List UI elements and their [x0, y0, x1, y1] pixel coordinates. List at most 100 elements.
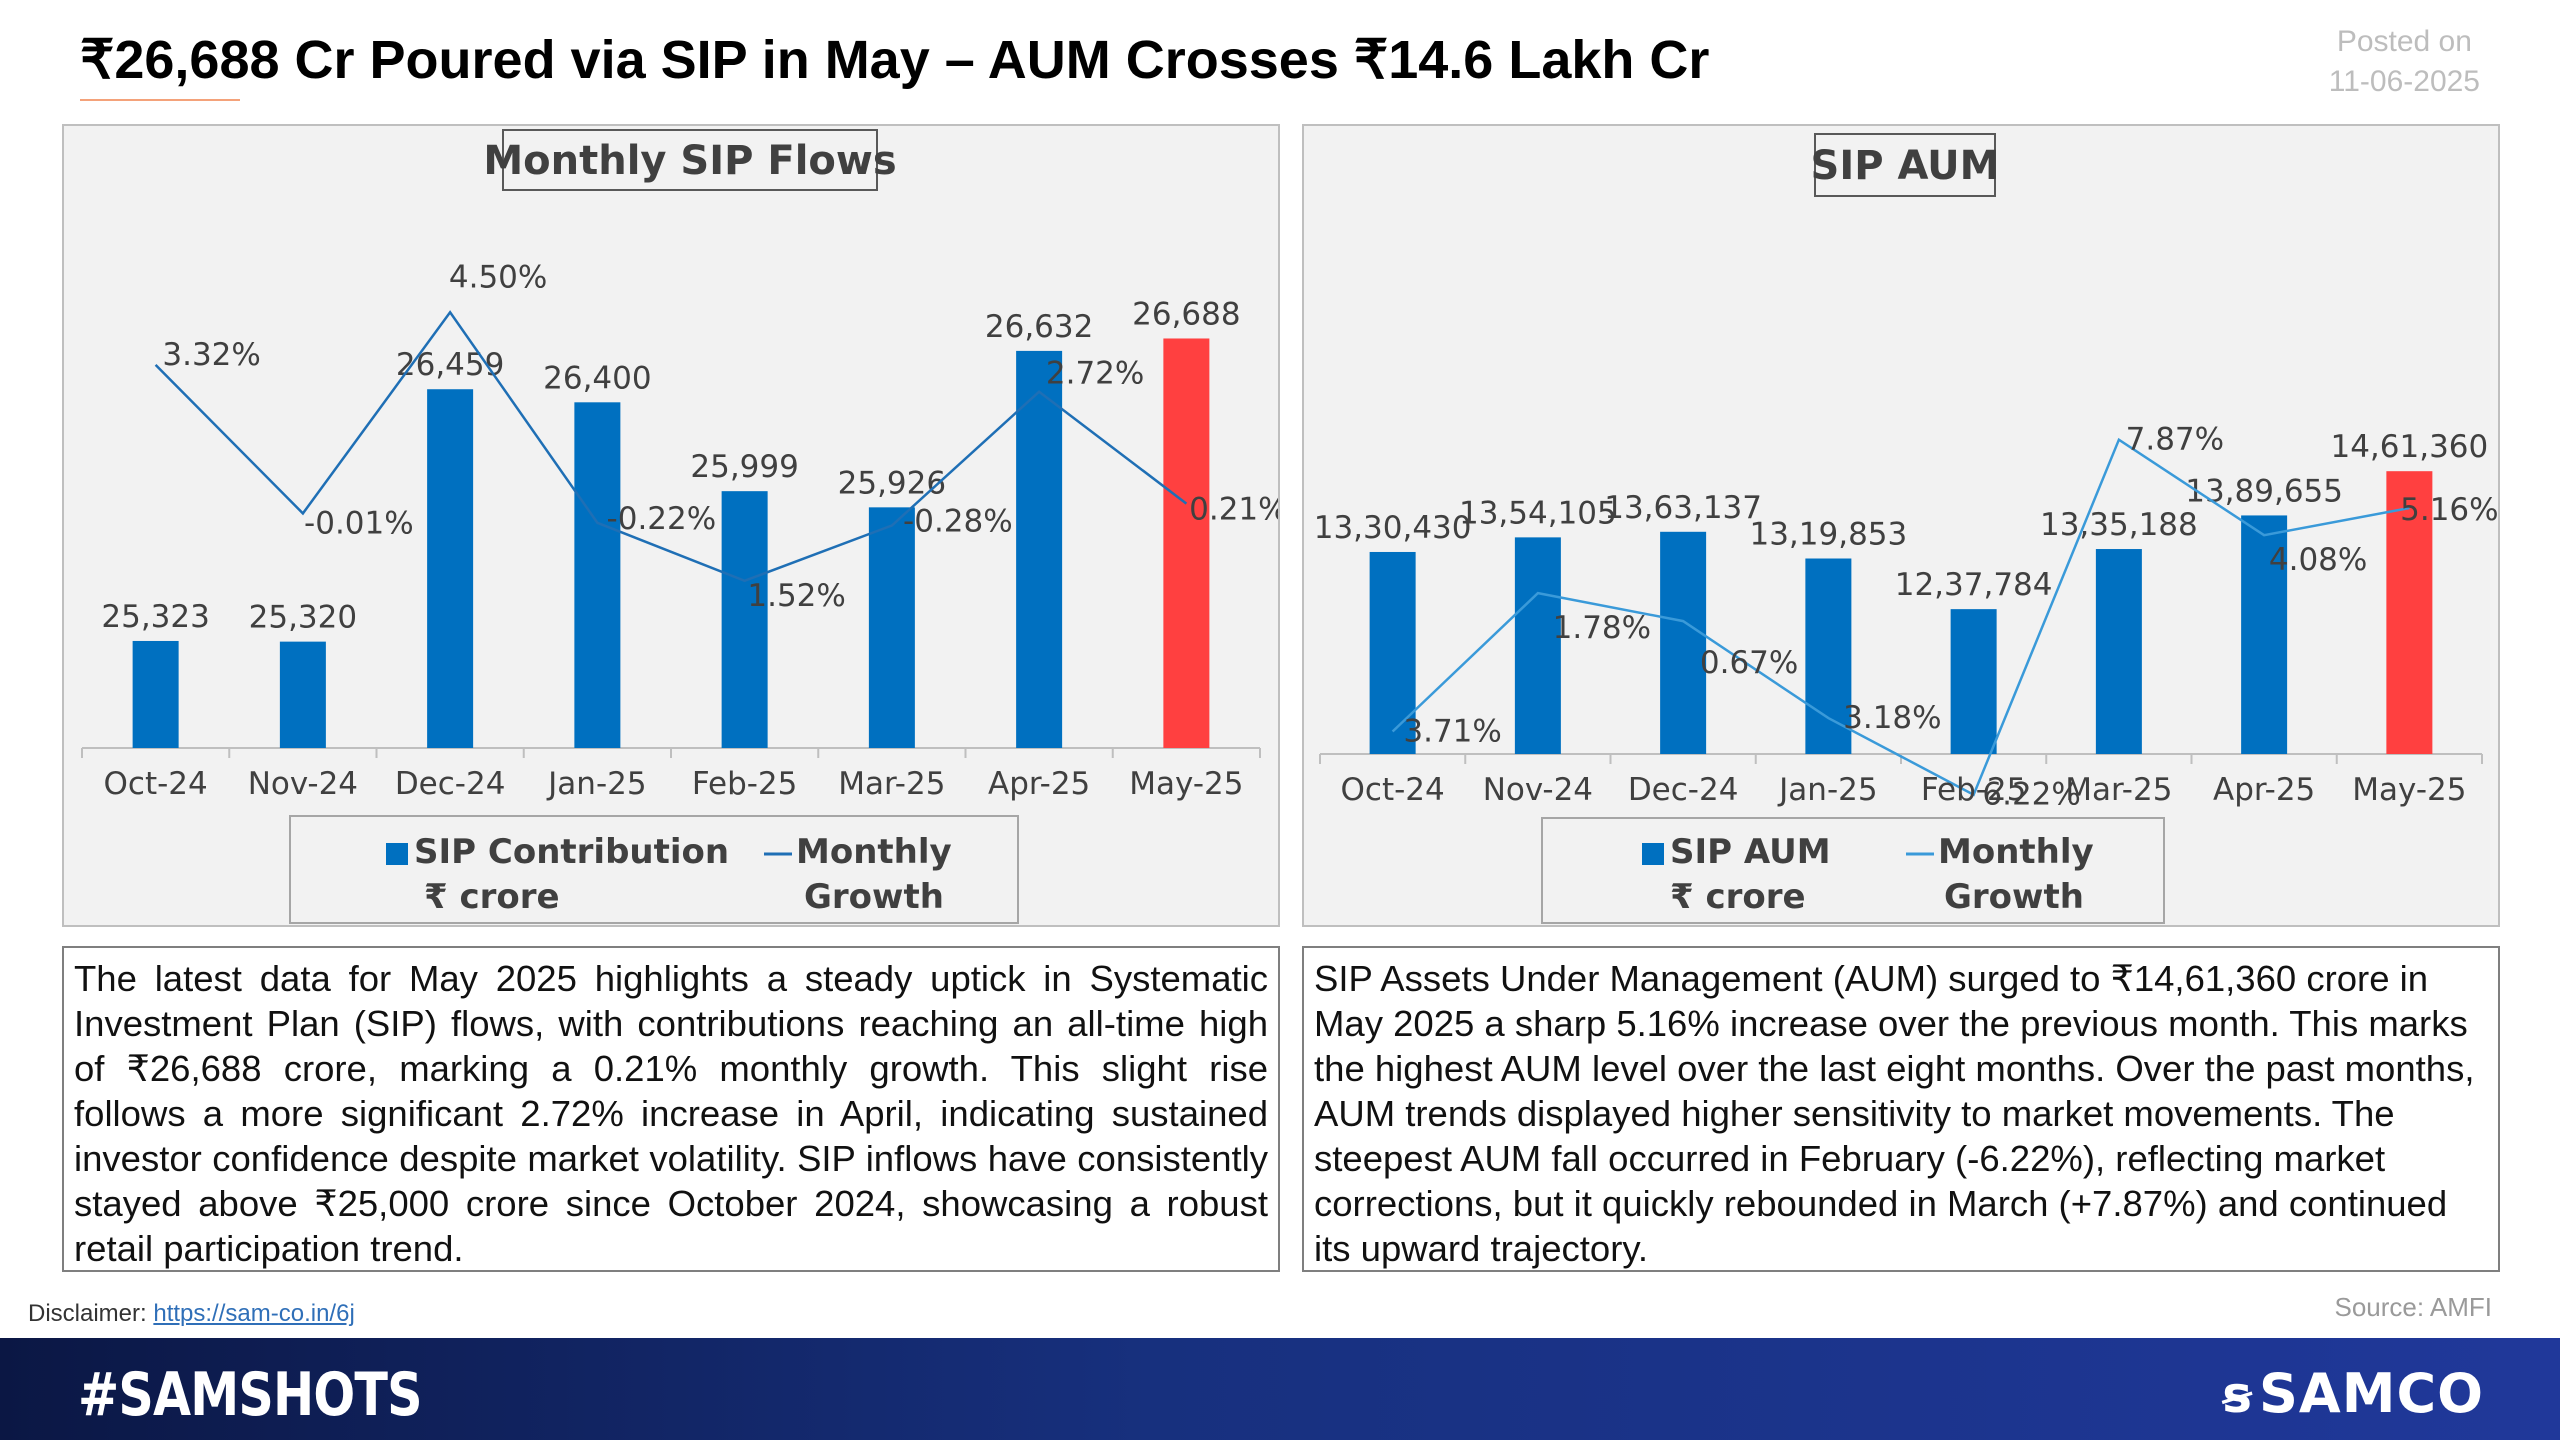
bar-data-label: 25,323 [101, 599, 209, 635]
legend-bar-label: SIP AUM [1670, 832, 1831, 872]
bar-jan-25 [1805, 558, 1852, 754]
x-tick-label: May-25 [1129, 766, 1243, 802]
legend-line-label-2: Growth [804, 877, 944, 917]
monthly-growth-line [154, 310, 1188, 583]
x-tick-label: Dec-24 [1628, 772, 1739, 808]
growth-data-label: 0.67% [1700, 645, 1798, 681]
bar-jan-25 [574, 402, 621, 748]
legend-line-label: Monthly [796, 832, 952, 872]
growth-data-label: 2.72% [1046, 356, 1144, 392]
growth-data-label: 1.52% [747, 578, 845, 614]
monthly-growth-line [1391, 437, 2410, 797]
bar-may-25 [2386, 471, 2433, 754]
growth-data-label: 4.50% [449, 259, 547, 295]
x-tick-label: Oct-24 [104, 766, 208, 802]
bar-nov-24 [1514, 537, 1561, 754]
samco-logo-icon: ꞩ [2222, 1366, 2254, 1424]
growth-data-label: 6.22% [1982, 777, 2080, 813]
footer-bar: #SAMSHOTS ꞩ SAMCO [0, 1338, 2560, 1440]
growth-data-label: 3.71% [1403, 713, 1501, 749]
samshots-hashtag: #SAMSHOTS [78, 1360, 423, 1430]
bar-dec-24 [1660, 531, 1707, 754]
bar-data-label: 26,632 [985, 309, 1093, 345]
bar-data-label: 14,61,360 [2330, 429, 2488, 465]
growth-data-label: 3.32% [162, 337, 260, 373]
posted-label: Posted on [2336, 25, 2472, 58]
source-note: Source: AMFI [2334, 1292, 2493, 1322]
x-tick-label: Oct-24 [1341, 772, 1445, 808]
bar-oct-24 [132, 640, 179, 748]
bar-data-label: 25,999 [690, 449, 798, 485]
bar-data-label: 13,54,105 [1459, 495, 1617, 531]
disclaimer: Disclaimer: https://sam-co.in/6j [28, 1300, 355, 1328]
chart-legend [1541, 817, 2165, 924]
sip-flows-chart-panel: Monthly SIP Flows 25,323 25,320 26,459 26,4… [62, 124, 1280, 927]
bar-data-label: 13,35,188 [2040, 507, 2198, 543]
bar-data-label: 13,19,853 [1749, 517, 1907, 553]
x-tick-label: Mar-25 [2065, 772, 2172, 808]
x-tick-label: Nov-24 [248, 766, 358, 802]
growth-data-label: 0.21% [1189, 492, 1278, 528]
x-tick-label: Apr-25 [2213, 772, 2315, 808]
bar-apr-25 [2241, 515, 2288, 754]
bar-data-label: 13,89,655 [2185, 473, 2343, 509]
bar-dec-24 [427, 389, 474, 748]
bar-oct-24 [1369, 551, 1416, 754]
x-tick-label: Nov-24 [1483, 772, 1593, 808]
legend-bar-swatch [1642, 843, 1664, 865]
sip-aum-chart: SIP AUM 13,30,43013,54,10513,63,13713,19… [1314, 133, 2498, 924]
bar-apr-25 [1016, 350, 1063, 748]
growth-data-label: 1.78% [1553, 610, 1651, 646]
legend-bar-label-unit: ₹ crore [424, 877, 560, 917]
x-tick-label: May-25 [2352, 772, 2466, 808]
bar-data-label: 26,400 [543, 360, 651, 396]
sip-aum-commentary: SIP Assets Under Management (AUM) surged… [1302, 946, 2500, 1272]
legend-bar-label: SIP Contribution [414, 832, 729, 872]
growth-data-label: -0.28% [903, 503, 1013, 539]
growth-data-label: -0.01% [304, 505, 414, 541]
disclaimer-link[interactable]: https://sam-co.in/6j [153, 1300, 355, 1327]
legend-line-label: Monthly [1938, 832, 2094, 872]
legend-bar-swatch [386, 843, 408, 865]
growth-data-label: 5.16% [2400, 492, 2498, 528]
bar-data-label: 12,37,784 [1895, 567, 2053, 603]
bar-data-label: 25,926 [838, 465, 946, 501]
x-tick-label: Dec-24 [395, 766, 506, 802]
samco-logo-text: SAMCO [2259, 1362, 2484, 1425]
x-tick-label: Jan-25 [546, 766, 646, 802]
bar-data-label: 13,63,137 [1604, 490, 1762, 526]
growth-data-label: 3.18% [1843, 700, 1941, 736]
chart-title-box [502, 129, 878, 191]
x-tick-label: Mar-25 [838, 766, 945, 802]
growth-data-label: 4.08% [2269, 542, 2367, 578]
bar-may-25 [1163, 338, 1210, 748]
growth-data-label: -0.22% [607, 501, 717, 537]
bar-data-label: 13,30,430 [1314, 510, 1472, 546]
chart-legend [289, 815, 1019, 924]
page-title: ₹26,688 Cr Poured via SIP in May – AUM C… [80, 30, 1710, 90]
bar-feb-25 [721, 491, 768, 748]
bar-mar-25 [2095, 549, 2142, 754]
bar-data-label: 26,688 [1132, 296, 1240, 332]
bar-mar-25 [868, 507, 915, 748]
chart-title-box [1814, 133, 1996, 197]
chart-title: SIP AUM [1811, 143, 2000, 189]
legend-line-label-2: Growth [1944, 877, 2084, 917]
bar-nov-24 [279, 641, 326, 748]
x-tick-label: Feb-25 [692, 766, 798, 802]
disclaimer-label: Disclaimer: [28, 1300, 147, 1327]
legend-bar-label-unit: ₹ crore [1670, 877, 1806, 917]
x-tick-label: Apr-25 [988, 766, 1090, 802]
bar-data-label: 25,320 [249, 600, 357, 636]
x-tick-label: Jan-25 [1777, 772, 1877, 808]
posted-date-block: Posted on 11-06-2025 [2329, 22, 2480, 102]
samco-logo: ꞩ SAMCO [2222, 1362, 2484, 1425]
bar-feb-25 [1950, 609, 1997, 754]
posted-date: 11-06-2025 [2328, 65, 2480, 98]
chart-title: Monthly SIP Flows [483, 138, 896, 184]
x-tick-label: Feb-25 [1921, 772, 2027, 808]
sip-flows-commentary: The latest data for May 2025 highlights … [62, 946, 1280, 1272]
title-underline [80, 99, 240, 101]
growth-data-label: 7.87% [2126, 422, 2224, 458]
